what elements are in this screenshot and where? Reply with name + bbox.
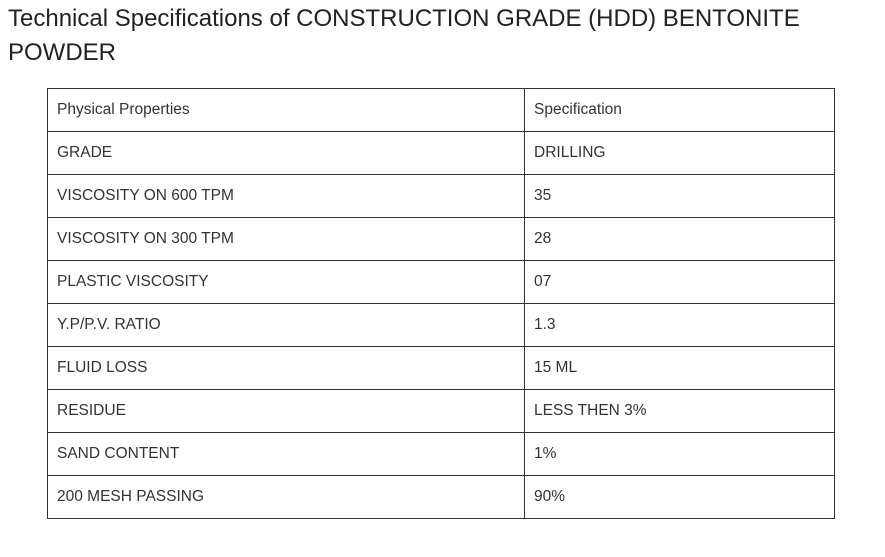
property-cell: PLASTIC VISCOSITY	[47, 260, 525, 304]
table-row: FLUID LOSS 15 ML	[47, 346, 835, 390]
header-row: Physical Properties Specification	[47, 88, 835, 132]
table-row: VISCOSITY ON 300 TPM 28	[47, 217, 835, 261]
specification-cell: 1%	[524, 432, 835, 476]
property-cell: Y.P/P.V. RATIO	[47, 303, 525, 347]
specification-cell: Specification	[524, 88, 835, 132]
page-title: Technical Specifications of CONSTRUCTION…	[8, 5, 800, 66]
specification-cell: 35	[524, 174, 835, 218]
specification-cell: DRILLING	[524, 131, 835, 175]
specification-cell: 28	[524, 217, 835, 261]
specification-cell: 90%	[524, 475, 835, 519]
property-cell: VISCOSITY ON 300 TPM	[47, 217, 525, 261]
property-cell: RESIDUE	[47, 389, 525, 433]
table-row: 200 MESH PASSING 90%	[47, 475, 835, 519]
table-row: VISCOSITY ON 600 TPM 35	[47, 174, 835, 218]
table-row: RESIDUE LESS THEN 3%	[47, 389, 835, 433]
table-row: PLASTIC VISCOSITY 07	[47, 260, 835, 304]
property-cell: VISCOSITY ON 600 TPM	[47, 174, 525, 218]
spec-table: Physical Properties Specification GRADE DRI…	[47, 88, 835, 519]
property-cell: Physical Properties	[47, 88, 525, 132]
property-cell: SAND CONTENT	[47, 432, 525, 476]
specification-cell: 1.3	[524, 303, 835, 347]
specification-cell: 15 ML	[524, 346, 835, 390]
specification-cell: 07	[524, 260, 835, 304]
property-cell: GRADE	[47, 131, 525, 175]
table-row: SAND CONTENT 1%	[47, 432, 835, 476]
property-cell: 200 MESH PASSING	[47, 475, 525, 519]
property-cell: FLUID LOSS	[47, 346, 525, 390]
specification-cell: LESS THEN 3%	[524, 389, 835, 433]
table-row: Y.P/P.V. RATIO 1.3	[47, 303, 835, 347]
table-row: GRADE DRILLING	[47, 131, 835, 175]
table-body: Physical Properties Specification GRADE DRI…	[47, 88, 835, 519]
